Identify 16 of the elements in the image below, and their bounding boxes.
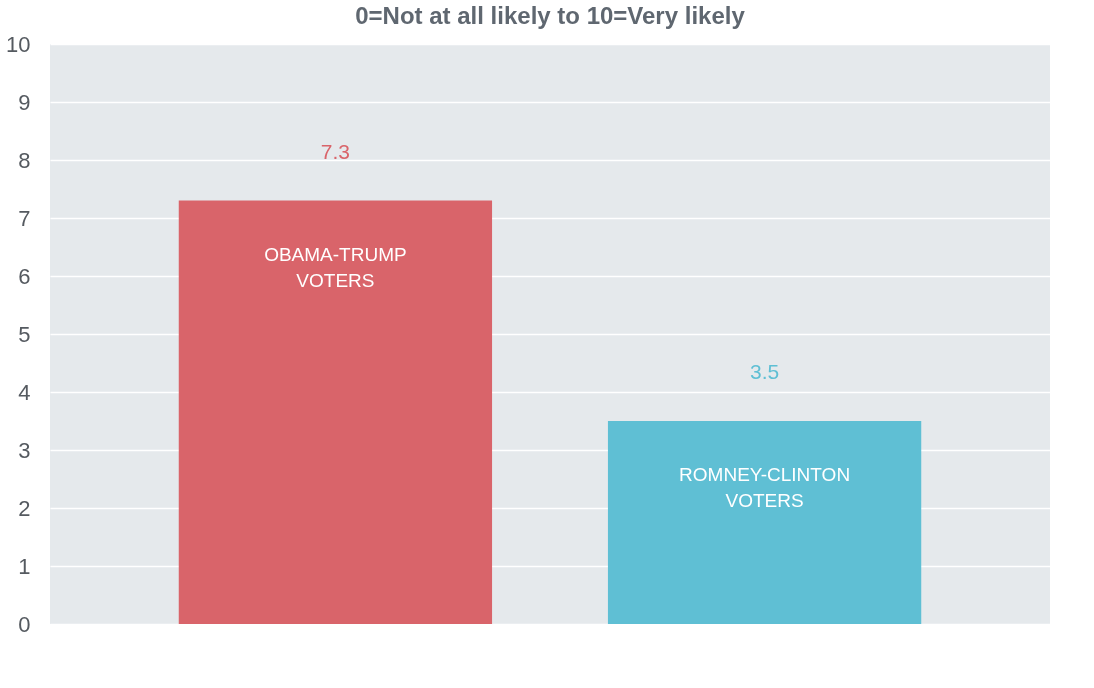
y-tick-label: 0 (18, 611, 31, 637)
y-tick-label: 8 (18, 147, 31, 173)
y-tick-label: 1 (18, 553, 31, 579)
data-label: 7.3 (320, 139, 351, 163)
x-tick-label: OBAMA-TRUMP VOTERS (264, 243, 407, 291)
y-tick-label: 2 (18, 495, 31, 521)
x-tick-label: ROMNEY-CLINTON VOTERS (679, 464, 851, 511)
data-label: 3.5 (749, 360, 780, 383)
y-tick-label: 5 (18, 321, 31, 347)
y-tick-label: 7 (18, 205, 31, 231)
chart-title: 0=Not at all likely to 10=Very likely (355, 2, 746, 29)
y-tick-label: 3 (18, 437, 31, 463)
y-tick-label: 6 (18, 263, 31, 289)
y-tick-label: 4 (18, 379, 31, 405)
y-tick-label: 9 (18, 89, 31, 115)
y-tick-label: 10 (6, 31, 31, 57)
